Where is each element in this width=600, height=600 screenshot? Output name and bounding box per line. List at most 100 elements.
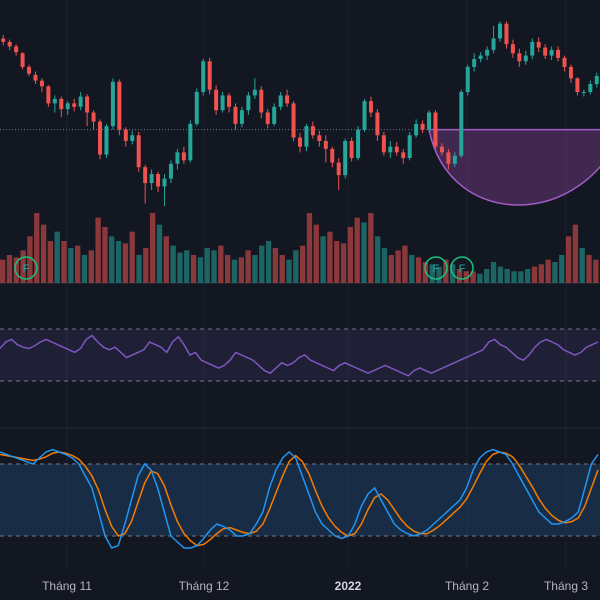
candlestick-series [1,21,599,206]
rsi-line [0,334,599,377]
candle-body [27,66,32,74]
candle-body [117,81,122,130]
volume-bar [463,271,469,283]
candle-body [446,152,451,164]
volume-bar [518,271,524,283]
candle-body [381,135,386,153]
candle-body [543,47,548,56]
volume-bar [231,259,238,283]
cup-pattern-shape [428,128,600,206]
volume-bar [109,236,115,283]
volume-bar [340,243,347,283]
volume-bar [265,241,272,283]
candle-body [168,163,173,179]
volume-bar [354,217,360,283]
candle-body [556,49,561,58]
candle-body [78,96,83,107]
volume-bar [497,266,504,283]
stochastic-panel [0,448,600,549]
candle-body [427,112,432,130]
candle-body [581,92,586,93]
candle-body [491,38,496,50]
volume-bar [484,269,490,283]
candle-body [20,53,25,67]
volume-bar [0,259,6,283]
candle-body [291,103,296,138]
volume-bar [572,224,579,283]
volume-bar [272,248,279,283]
volume-bar [184,250,190,283]
volume-bar [436,266,442,283]
stochastic-d-line [0,451,599,547]
candle-body [1,38,6,42]
x-tick-label-feb: Tháng 2 [445,579,489,593]
volume-bar [361,222,367,283]
candle-body [162,178,167,187]
volume-bar [559,255,565,283]
f-marker-circle [14,256,38,280]
candle-body [439,146,444,153]
volume-bar [415,257,422,283]
volume-bar [252,255,258,283]
volume-bar [156,224,163,283]
candle-body [149,174,154,184]
volume-bar [456,269,463,283]
candle-body [39,80,44,87]
candle-body [420,123,425,130]
candle-body [298,137,302,147]
candle-body [130,135,135,141]
candle-body [227,95,232,107]
volume-bar [538,264,544,283]
volume-bar [531,266,538,283]
volume-bar [504,269,510,283]
volume-bar [163,236,169,283]
volume-bar [525,269,531,283]
volume-bar [565,236,572,283]
stochastic-k-line [0,448,599,549]
volume-bar [286,259,292,283]
candle-body [343,140,348,176]
candle-body [46,86,51,104]
volume-bar [102,227,108,283]
volume-bar [395,250,401,283]
volume-bar [13,257,19,283]
candle-body [368,101,373,113]
rsi-band-background [0,329,600,381]
f-marker-label: F [459,263,466,275]
volume-bar [470,271,476,283]
volume-bar [225,255,231,283]
candle-body [407,135,412,159]
candle-body [575,78,580,92]
candle-body [239,110,244,124]
candle-body [59,98,64,110]
candle-body [220,95,225,111]
candle-body [323,140,328,149]
volume-bar [327,231,333,283]
volume-bar [259,245,265,283]
candle-body [207,61,212,90]
candle-body [65,103,70,110]
volume-bar [143,248,149,283]
volume-bar [40,224,47,283]
candle-body [375,112,380,136]
candle-body [201,61,206,92]
candle-body [459,92,464,156]
candle-body [568,66,573,79]
x-tick-label-nov: Tháng 11 [42,579,92,593]
volume-bar [368,213,374,283]
f-marker-circle [424,256,448,280]
f-marker-label: F [433,263,440,275]
candle-body [265,112,270,124]
stochastic-band-background [0,464,600,536]
volume-bar [552,262,558,283]
volume-bar [477,273,483,283]
volume-bar [388,255,394,283]
volume-bar [320,236,326,283]
volume-bar [68,248,74,283]
volume-bar [88,250,94,283]
volume-bar [347,227,354,283]
candle-body [504,23,509,45]
candle-body [7,41,12,47]
